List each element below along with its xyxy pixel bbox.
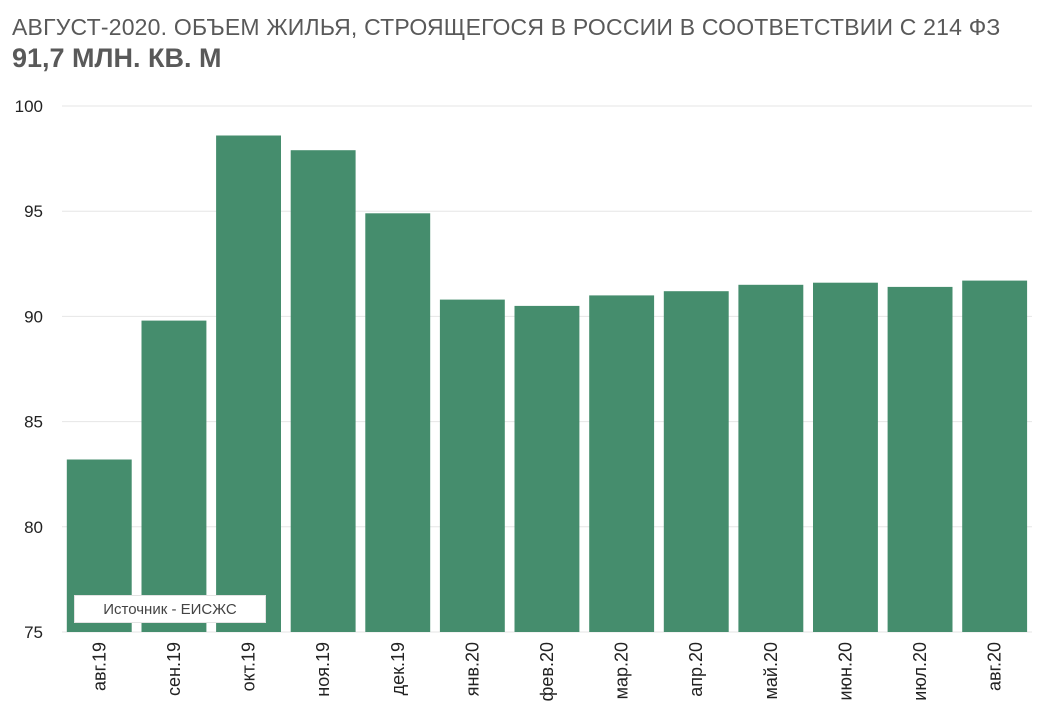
- x-axis-ticks: авг.19 сен.19 окт.19 ноя.19 дек.19 янв.20 фев.…: [89, 642, 1004, 701]
- x-tick-label: июн.20: [836, 642, 856, 701]
- bar-окт.19: [216, 135, 281, 632]
- chart-title: АВГУСТ-2020. ОБЪЕМ ЖИЛЬЯ, СТРОЯЩЕГОСЯ В …: [12, 14, 1001, 40]
- y-axis-ticks: 75 80 85 90 95 100: [15, 97, 43, 642]
- bars: [66, 135, 1028, 633]
- x-tick-label: мар.20: [612, 642, 632, 699]
- x-tick-label: июл.20: [910, 642, 930, 701]
- bar-дек.19: [365, 213, 431, 633]
- bar-авг.20: [962, 280, 1028, 632]
- x-tick-label: янв.20: [462, 642, 482, 696]
- chart-subtitle: 91,7 МЛН. КВ. М: [12, 43, 222, 73]
- x-tick-label: ноя.19: [313, 642, 333, 697]
- y-tick-label: 90: [24, 307, 43, 326]
- x-tick-label: сен.19: [164, 642, 184, 696]
- x-tick-label: апр.20: [686, 642, 706, 697]
- bar-апр.20: [663, 291, 729, 632]
- bar-сен.19: [141, 320, 207, 632]
- y-tick-label: 95: [24, 202, 43, 221]
- x-tick-label: фев.20: [537, 642, 557, 701]
- bar-ноя.19: [290, 150, 356, 632]
- x-tick-label: авг.19: [89, 642, 109, 691]
- x-tick-label: авг.20: [985, 642, 1005, 691]
- bar-июн.20: [813, 282, 878, 632]
- source-note: Источник - ЕИСЖС: [74, 595, 266, 623]
- bar-мар.20: [589, 295, 655, 632]
- x-tick-label: май.20: [761, 642, 781, 699]
- y-tick-label: 75: [24, 623, 43, 642]
- x-tick-label: окт.19: [239, 642, 259, 691]
- y-tick-label: 80: [24, 518, 43, 537]
- bar-янв.20: [439, 299, 505, 632]
- bar-фев.20: [514, 305, 580, 632]
- y-tick-label: 85: [24, 413, 43, 432]
- bar-май.20: [738, 284, 804, 632]
- y-tick-label: 100: [15, 97, 43, 116]
- bar-июл.20: [887, 286, 953, 632]
- x-tick-label: дек.19: [388, 642, 408, 695]
